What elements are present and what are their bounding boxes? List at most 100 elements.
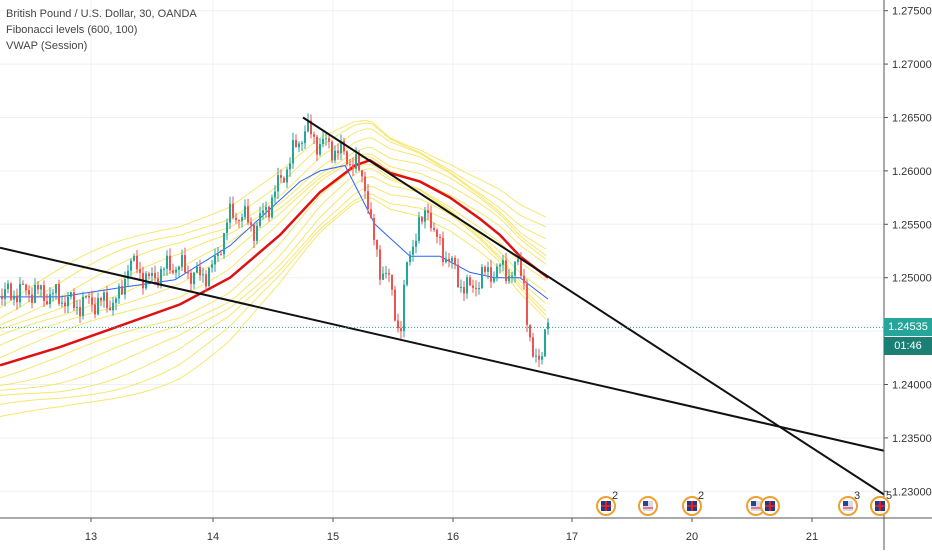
candle[interactable] xyxy=(139,261,141,281)
event-marker[interactable] xyxy=(746,496,766,516)
candle[interactable] xyxy=(457,258,459,288)
candle[interactable] xyxy=(505,252,507,284)
candle[interactable] xyxy=(376,239,378,258)
candle[interactable] xyxy=(403,279,405,338)
candle[interactable] xyxy=(439,234,441,246)
candle[interactable] xyxy=(292,132,294,169)
candle[interactable] xyxy=(73,288,75,311)
chart-title[interactable]: British Pound / U.S. Dollar, 30, OANDA xyxy=(6,8,197,20)
candle[interactable] xyxy=(499,263,501,274)
candle[interactable] xyxy=(154,265,156,286)
candle[interactable] xyxy=(181,249,183,271)
candle[interactable] xyxy=(313,131,315,145)
candle[interactable] xyxy=(118,283,120,304)
candle[interactable] xyxy=(262,203,264,220)
candle[interactable] xyxy=(346,150,348,167)
candle[interactable] xyxy=(484,265,486,277)
candle[interactable] xyxy=(37,280,39,295)
candle[interactable] xyxy=(337,143,339,160)
candle[interactable] xyxy=(511,272,513,283)
candle[interactable] xyxy=(478,281,480,295)
candle[interactable] xyxy=(541,352,543,365)
candle[interactable] xyxy=(184,247,186,274)
indicator-vwap[interactable]: VWAP (Session) xyxy=(6,40,88,52)
candle[interactable] xyxy=(424,207,426,229)
candle[interactable] xyxy=(229,196,231,229)
candle[interactable] xyxy=(247,198,249,226)
candle[interactable] xyxy=(397,313,399,333)
candle[interactable] xyxy=(325,131,327,146)
candle[interactable] xyxy=(115,296,117,311)
candle[interactable] xyxy=(352,157,354,177)
candle[interactable] xyxy=(412,239,414,262)
candle[interactable] xyxy=(67,292,69,313)
candle[interactable] xyxy=(331,140,333,164)
candle[interactable] xyxy=(157,271,159,289)
candle[interactable] xyxy=(232,196,234,220)
candle[interactable] xyxy=(322,131,324,148)
candle[interactable] xyxy=(520,252,522,278)
candle[interactable] xyxy=(52,288,54,302)
candle[interactable] xyxy=(205,270,207,292)
candle[interactable] xyxy=(544,329,546,357)
candle[interactable] xyxy=(427,203,429,220)
candle[interactable] xyxy=(130,258,132,277)
candle[interactable] xyxy=(514,260,516,283)
candle[interactable] xyxy=(307,113,309,133)
trendline[interactable] xyxy=(302,116,885,496)
candle[interactable] xyxy=(328,135,330,149)
candle[interactable] xyxy=(448,252,450,268)
candle[interactable] xyxy=(133,253,135,262)
candle[interactable] xyxy=(445,251,447,264)
candle[interactable] xyxy=(4,282,6,307)
candle[interactable] xyxy=(361,169,363,183)
candle[interactable] xyxy=(436,228,438,244)
candle[interactable] xyxy=(109,300,111,311)
candle[interactable] xyxy=(547,318,549,335)
candle[interactable] xyxy=(298,141,300,153)
candle[interactable] xyxy=(523,268,525,290)
candle[interactable] xyxy=(334,145,336,164)
candle[interactable] xyxy=(466,274,468,299)
candle[interactable] xyxy=(127,264,129,287)
candle[interactable] xyxy=(238,219,240,228)
candle[interactable] xyxy=(256,222,258,245)
candle[interactable] xyxy=(169,248,171,274)
candle[interactable] xyxy=(97,292,99,316)
candle[interactable] xyxy=(199,259,201,281)
candle[interactable] xyxy=(187,265,189,279)
candle[interactable] xyxy=(277,167,279,200)
candle[interactable] xyxy=(364,171,366,199)
candle[interactable] xyxy=(112,297,114,316)
indicator-fibonacci[interactable]: Fibonacci levels (600, 100) xyxy=(6,24,138,36)
candle[interactable] xyxy=(382,266,384,281)
candle[interactable] xyxy=(193,271,195,289)
event-marker[interactable] xyxy=(760,496,780,516)
candle[interactable] xyxy=(259,206,261,228)
candle[interactable] xyxy=(79,299,81,324)
candle[interactable] xyxy=(463,280,465,301)
candle[interactable] xyxy=(1,288,3,306)
candle[interactable] xyxy=(406,261,408,287)
candle[interactable] xyxy=(304,125,306,150)
candle[interactable] xyxy=(538,348,540,368)
candle[interactable] xyxy=(28,285,30,303)
candle[interactable] xyxy=(460,279,462,293)
candle[interactable] xyxy=(451,255,453,269)
candle[interactable] xyxy=(217,247,219,262)
candle[interactable] xyxy=(61,295,63,308)
candle[interactable] xyxy=(535,348,537,363)
candle[interactable] xyxy=(250,217,252,232)
candle[interactable] xyxy=(343,137,345,155)
candle[interactable] xyxy=(502,254,504,272)
candle[interactable] xyxy=(190,269,192,292)
candle[interactable] xyxy=(295,134,297,148)
candle[interactable] xyxy=(214,248,216,272)
candle[interactable] xyxy=(442,231,444,267)
candle[interactable] xyxy=(196,262,198,274)
candle[interactable] xyxy=(106,285,108,313)
candle[interactable] xyxy=(349,159,351,172)
candle[interactable] xyxy=(241,213,243,228)
event-marker[interactable]: 3 xyxy=(838,490,860,516)
